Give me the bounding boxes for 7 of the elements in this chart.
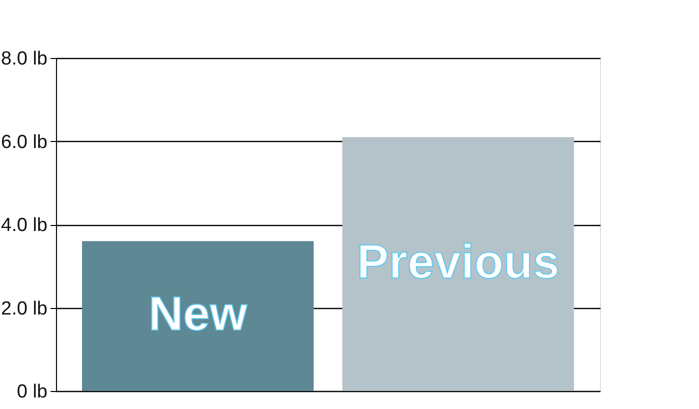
y-tick-label: 4.0 lb <box>1 215 48 236</box>
y-tick-label: 6.0 lb <box>1 132 48 153</box>
y-tick-label: 8.0 lb <box>1 48 48 70</box>
y-tick-label: 2.0 lb <box>1 298 48 320</box>
x-tick-label: New <box>148 288 248 342</box>
y-tick-label: 0 lb <box>16 382 48 402</box>
x-tick-label: Previous <box>356 236 560 290</box>
